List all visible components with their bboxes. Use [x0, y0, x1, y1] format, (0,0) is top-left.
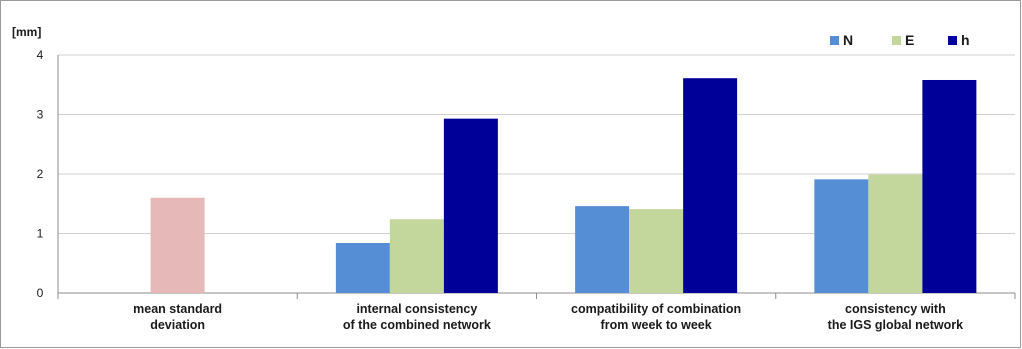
bar-h — [922, 79, 977, 294]
bar-h — [443, 118, 498, 293]
category-labels: mean standard deviation internal consisten… — [133, 302, 963, 332]
category-label: compatibility of combination — [571, 302, 741, 316]
y-tick-label: 3 — [37, 108, 44, 122]
bar-E — [629, 209, 684, 293]
category-label: from week to week — [601, 318, 712, 332]
bars — [150, 78, 977, 294]
legend-label-N: N — [843, 32, 853, 48]
legend-label-E: E — [905, 32, 914, 48]
bar-E — [389, 219, 444, 293]
category-label: consistency with — [845, 302, 946, 316]
y-tick-label: 4 — [37, 48, 44, 62]
bar-N — [335, 243, 390, 293]
bar-mean-standard-deviation — [150, 197, 205, 293]
y-axis-label: [mm] — [12, 25, 41, 39]
category-label: mean standard — [133, 302, 222, 316]
y-tick-label: 2 — [37, 167, 44, 181]
y-tick-labels: 0 1 2 3 4 — [37, 48, 44, 300]
bar-N — [814, 179, 869, 293]
category-label: of the combined network — [343, 318, 491, 332]
category-label: the IGS global network — [828, 318, 963, 332]
category-label: internal consistency — [356, 302, 477, 316]
category-label: deviation — [150, 318, 205, 332]
legend-swatch-N — [830, 36, 839, 45]
legend-label-h: h — [961, 32, 970, 48]
legend-swatch-h — [948, 36, 957, 45]
bar-N — [575, 206, 630, 293]
y-tick-label: 1 — [37, 227, 44, 241]
bar-h — [683, 78, 738, 293]
bar-E — [868, 174, 923, 293]
y-tick-label: 0 — [37, 286, 44, 300]
legend-swatch-E — [892, 36, 901, 45]
